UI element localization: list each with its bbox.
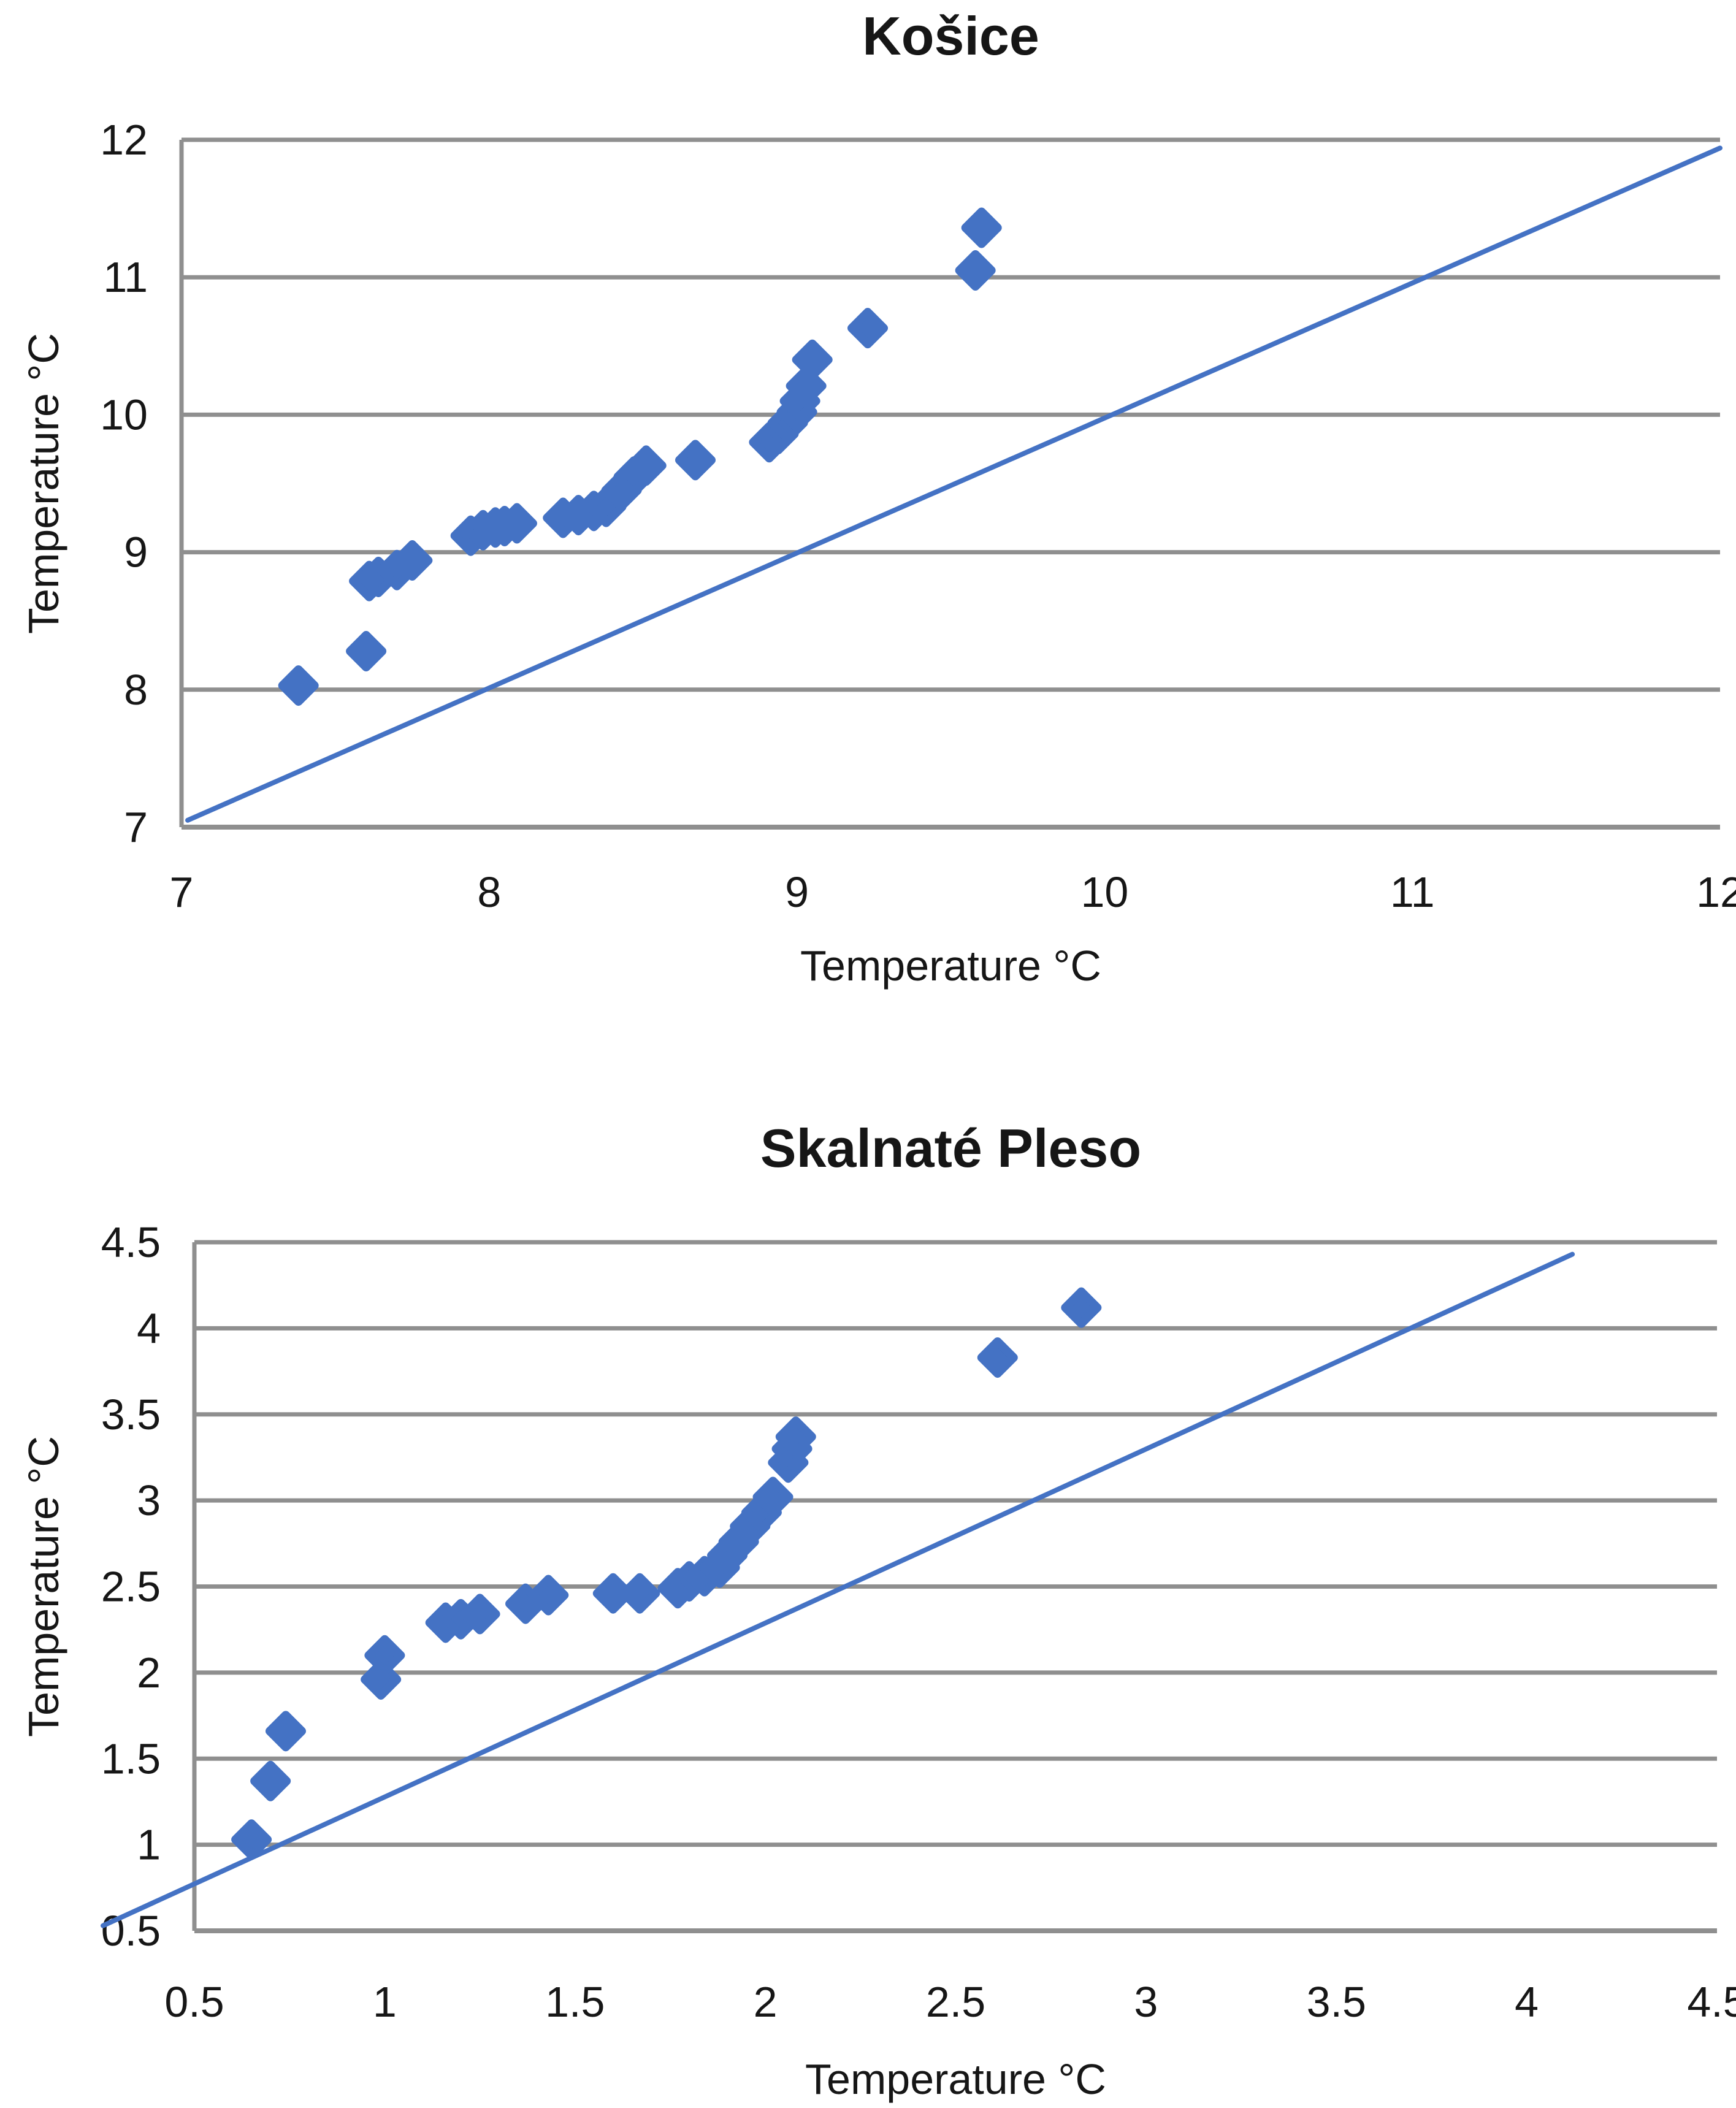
skalnate-pleso-chart: Skalnaté Pleso 4.5 4 3.5 3 2.5 2 1.5 1 0.5 0.5 1 1.… [0, 1042, 1736, 2108]
data-point [364, 1635, 405, 1676]
x-tick-label: 0.5 [164, 1978, 224, 2026]
x-tick-label: 9 [785, 868, 809, 916]
data-point [675, 440, 716, 481]
data-point [625, 445, 667, 486]
data-point [231, 1819, 272, 1860]
x-tick-label: 3.5 [1307, 1978, 1366, 2026]
data-point [961, 207, 1002, 248]
data-point [361, 1659, 402, 1700]
data-point [619, 1573, 660, 1614]
y-tick-label: 2 [137, 1649, 161, 1697]
data-point [775, 1416, 816, 1457]
data-point [346, 631, 387, 672]
x-tick-label: 4 [1515, 1978, 1539, 2026]
reference-line [185, 145, 1723, 823]
x-tick-label: 8 [477, 868, 501, 916]
reference-line [101, 1251, 1575, 1928]
y-tick-label: 11 [103, 253, 148, 301]
y-tick-label: 2.5 [101, 1563, 161, 1611]
x-axis-title: Temperature °C [805, 2055, 1106, 2103]
data-point [977, 1337, 1018, 1378]
y-tick-label: 4 [137, 1304, 161, 1352]
kosice-plot-area: 12 11 10 9 8 77 8 9 10 11 12 Temperature °C Temperat… [20, 116, 1736, 990]
x-axis-title: Temperature °C [800, 942, 1101, 990]
x-tick-label: 2.5 [926, 1978, 985, 2026]
kosice-chart: Košice 12 11 10 9 8 7 7 8 9 10 11 12 Temperature °C T… [0, 0, 1736, 1042]
data-point [278, 665, 319, 706]
y-tick-label: 8 [124, 666, 148, 714]
data-point [1061, 1287, 1102, 1328]
chart-title: Košice [862, 6, 1039, 66]
data-point [496, 503, 537, 544]
data-point [752, 1476, 793, 1518]
data-point [392, 540, 433, 581]
data-point [792, 339, 833, 380]
y-tick-label: 7 [124, 803, 148, 851]
y-axis-title: Temperature °C [20, 1436, 67, 1737]
y-axis-title: Temperature °C [20, 333, 67, 634]
y-tick-label: 12 [100, 116, 148, 164]
x-tick-label: 3 [1134, 1978, 1158, 2026]
y-tick-label: 10 [100, 391, 148, 438]
y-tick-label: 3.5 [101, 1391, 161, 1438]
data-point [265, 1711, 306, 1752]
x-tick-label: 1.5 [545, 1978, 605, 2026]
data-point [250, 1760, 291, 1801]
y-tick-label: 9 [124, 529, 148, 576]
x-tick-label: 11 [1390, 868, 1435, 916]
data-point [847, 308, 889, 349]
data-point [528, 1575, 569, 1616]
y-tick-label: 4.5 [101, 1218, 161, 1266]
y-tick-label: 1.5 [101, 1735, 161, 1782]
y-tick-label: 3 [137, 1476, 161, 1524]
y-tick-label: 1 [137, 1821, 161, 1869]
data-point [459, 1594, 500, 1635]
x-tick-label: 12 [1696, 868, 1736, 916]
x-tick-label: 1 [373, 1978, 397, 2026]
x-tick-label: 2 [754, 1978, 778, 2026]
x-tick-label: 4.5 [1687, 1978, 1736, 2026]
x-tick-label: 10 [1080, 868, 1128, 916]
x-tick-label: 7 [170, 868, 194, 916]
chart-title: Skalnaté Pleso [760, 1118, 1142, 1178]
data-point [955, 250, 996, 291]
skalnate-pleso-plot-area: 4.543.532.521.510.50.5 1 1.5 2 2.5 3 3.5 4 4.5Te… [20, 1218, 1736, 2103]
